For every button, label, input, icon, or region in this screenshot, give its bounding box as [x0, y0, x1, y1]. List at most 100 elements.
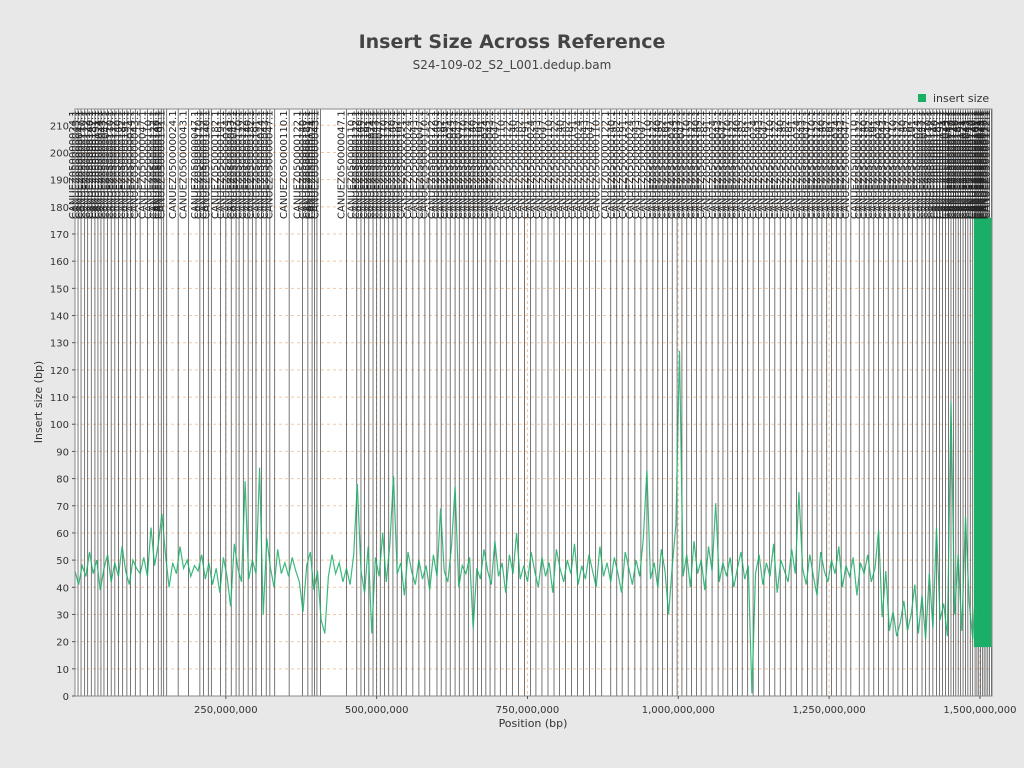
x-tick-label: 250,000,000	[194, 705, 258, 716]
contig-label: CANUEZ050000024.1	[792, 110, 803, 219]
contig-label: CANUEZ050000043.1	[71, 110, 82, 219]
contig-label: CANUEZ050000140.1	[242, 110, 253, 219]
contig-label: CANUEZ050000024.1	[125, 110, 136, 219]
contig-label: CANUEZ050000140.1	[607, 110, 618, 219]
contig-label: CANUEZ050000043.1	[976, 110, 987, 219]
y-tick-label: 200	[50, 148, 69, 159]
contig-label: CANUEZ050000043.1	[960, 110, 971, 219]
contig-label: CANUEZ050000122.1	[893, 110, 904, 219]
contig-label: CANUEZ050000043.1	[370, 110, 381, 219]
contig-label: CANUEZ050000024.1	[749, 110, 760, 219]
contig-label: CANUEZ050000043.1	[580, 110, 591, 219]
contig-label: CANUEZ050000140.1	[653, 110, 664, 219]
contig-label: CANUEZ050000024.1	[445, 110, 456, 219]
contig-label: CANUEZ050000024.1	[912, 110, 923, 219]
contig-label: CANUEZ050000122.1	[351, 110, 362, 219]
contig-label: CANUEZ050000140.1	[898, 110, 909, 219]
contig-label: CANUEZ050000047.1	[336, 110, 347, 219]
contig-label: CANUEZ050000110.1	[496, 110, 507, 219]
contig-label: CANUEZ050000140.1	[151, 110, 162, 219]
contig-label: CANUEZ050000191.1	[440, 110, 451, 219]
contig-label: CANUEZ050000024.1	[574, 110, 585, 219]
y-tick-label: 130	[50, 339, 69, 350]
contig-label: CANUEZ050000024.1	[307, 110, 318, 219]
x-tick-label: 1,000,000,000	[642, 705, 715, 716]
contig-label: CANUEZ050000140.1	[969, 110, 980, 219]
contig-label: CANUEZ050000122.1	[549, 110, 560, 219]
contig-label: CANUEZ050000024.1	[958, 110, 969, 219]
legend-label: insert size	[933, 92, 989, 105]
contig-label: CANUEZ050000182.1	[246, 110, 257, 219]
chart-subtitle: S24-109-02_S2_L001.dedup.bam	[413, 58, 612, 72]
contig-label: CANUEZ050000043.1	[713, 110, 724, 219]
contig-label: CANUEZ050000024.1	[94, 110, 105, 219]
contig-label: CANUEZ050000024.1	[667, 110, 678, 219]
contig-label: CANUEZ050000191.1	[568, 110, 579, 219]
contig-label: CANUEZ050000122.1	[981, 110, 992, 219]
contig-label: CANUEZ050000122.1	[427, 110, 438, 219]
contig-label: CANUEZ050000024.1	[480, 110, 491, 219]
contig-label: CANUEZ050000122.1	[502, 110, 513, 219]
x-tick-label: 1,500,000,000	[943, 705, 1016, 716]
contig-label: CANUEZ050000122.1	[967, 110, 978, 219]
contig-label: CANUEZ050000122.1	[727, 110, 738, 219]
series-layer	[74, 350, 988, 694]
x-tick-label: 1,250,000,000	[793, 705, 866, 716]
contig-label: CANUEZ050000043.1	[409, 110, 420, 219]
contig-label: CANUEZ050000122.1	[148, 110, 159, 219]
contig-label: CANUEZ050000043.1	[916, 110, 927, 219]
contig-label: CANUEZ050000140.1	[951, 110, 962, 219]
contig-label: CANUEZ050000140.1	[431, 110, 442, 219]
contig-label: CANUEZ050000140.1	[201, 110, 212, 219]
contig-label: CANUEZ050000047.1	[802, 110, 813, 219]
contig-label: CANUEZ050000110.1	[980, 110, 991, 219]
contig-label: CANUEZ050000140.1	[85, 110, 96, 219]
contig-label: CANUEZ050000110.1	[143, 110, 154, 219]
contig-label: CANUEZ050000122.1	[108, 110, 119, 219]
contig-label: CANUEZ050000047.1	[415, 110, 426, 219]
contig-label: CANUEZ050000191.1	[936, 110, 947, 219]
contig-label: CANUEZ050000043.1	[836, 110, 847, 219]
contig-label: CANUEZ050000047.1	[677, 110, 688, 219]
contig-label: CANUEZ050000191.1	[216, 110, 227, 219]
contig-label: CANUEZ050000047.1	[841, 110, 852, 219]
y-tick-label: 60	[56, 529, 69, 540]
contig-label: CANUEZ050000110.1	[723, 110, 734, 219]
contig-label: CANUEZ050000110.1	[347, 110, 358, 219]
contig-label: CANUEZ050000110.1	[78, 110, 89, 219]
contig-label: CANUEZ050000047.1	[265, 110, 276, 219]
contig-label: CANUEZ050000110.1	[946, 110, 957, 219]
contig-label: CANUEZ050000140.1	[387, 110, 398, 219]
contig-label: CANUEZ050000182.1	[953, 110, 964, 219]
contig-label: CANUEZ050000182.1	[612, 110, 623, 219]
contig-label: CANUEZ050000110.1	[807, 110, 818, 219]
plot-border	[74, 108, 993, 697]
contig-label: CANUEZ050000182.1	[391, 110, 402, 219]
contig-label: CANUEZ050000024.1	[939, 110, 950, 219]
series-line	[74, 350, 988, 694]
contig-label: CANUEZ050000140.1	[817, 110, 828, 219]
contig-label: CANUEZ050000047.1	[538, 110, 549, 219]
contig-label: CANUEZ050000024.1	[974, 110, 985, 219]
y-tick-label: 70	[56, 502, 69, 513]
contig-label: CANUEZ050000047.1	[978, 110, 989, 219]
contig-label: CANUEZ050000047.1	[229, 110, 240, 219]
contig-label: CANUEZ050000110.1	[105, 110, 116, 219]
y-tick-label: 190	[50, 176, 69, 187]
contig-label: CANUEZ050000122.1	[926, 110, 937, 219]
contig-label: CANUEZ050000047.1	[454, 110, 465, 219]
contig-label: CANUEZ050000122.1	[292, 110, 303, 219]
y-tick-label: 110	[50, 393, 69, 404]
contig-label: CANUEZ050000182.1	[696, 110, 707, 219]
contig-label: CANUEZ050000024.1	[367, 110, 378, 219]
contig-label: CANUEZ050000110.1	[233, 110, 244, 219]
contig-labels: CANUEZ050000024.1CANUEZ050000043.1CANUEZ…	[68, 110, 992, 219]
y-tick-label: 50	[56, 556, 69, 567]
x-axis: 250,000,000 500,000,000 750,000,000 1,000,0…	[194, 696, 1017, 716]
contig-label: CANUEZ050000110.1	[849, 110, 860, 219]
contig-label: CANUEZ050000182.1	[210, 110, 221, 219]
contig-label: CANUEZ050000110.1	[923, 110, 934, 219]
chart-title: Insert Size Across Reference	[359, 31, 666, 53]
contig-label: CANUEZ050000182.1	[902, 110, 913, 219]
contig-label: CANUEZ050000182.1	[117, 110, 128, 219]
